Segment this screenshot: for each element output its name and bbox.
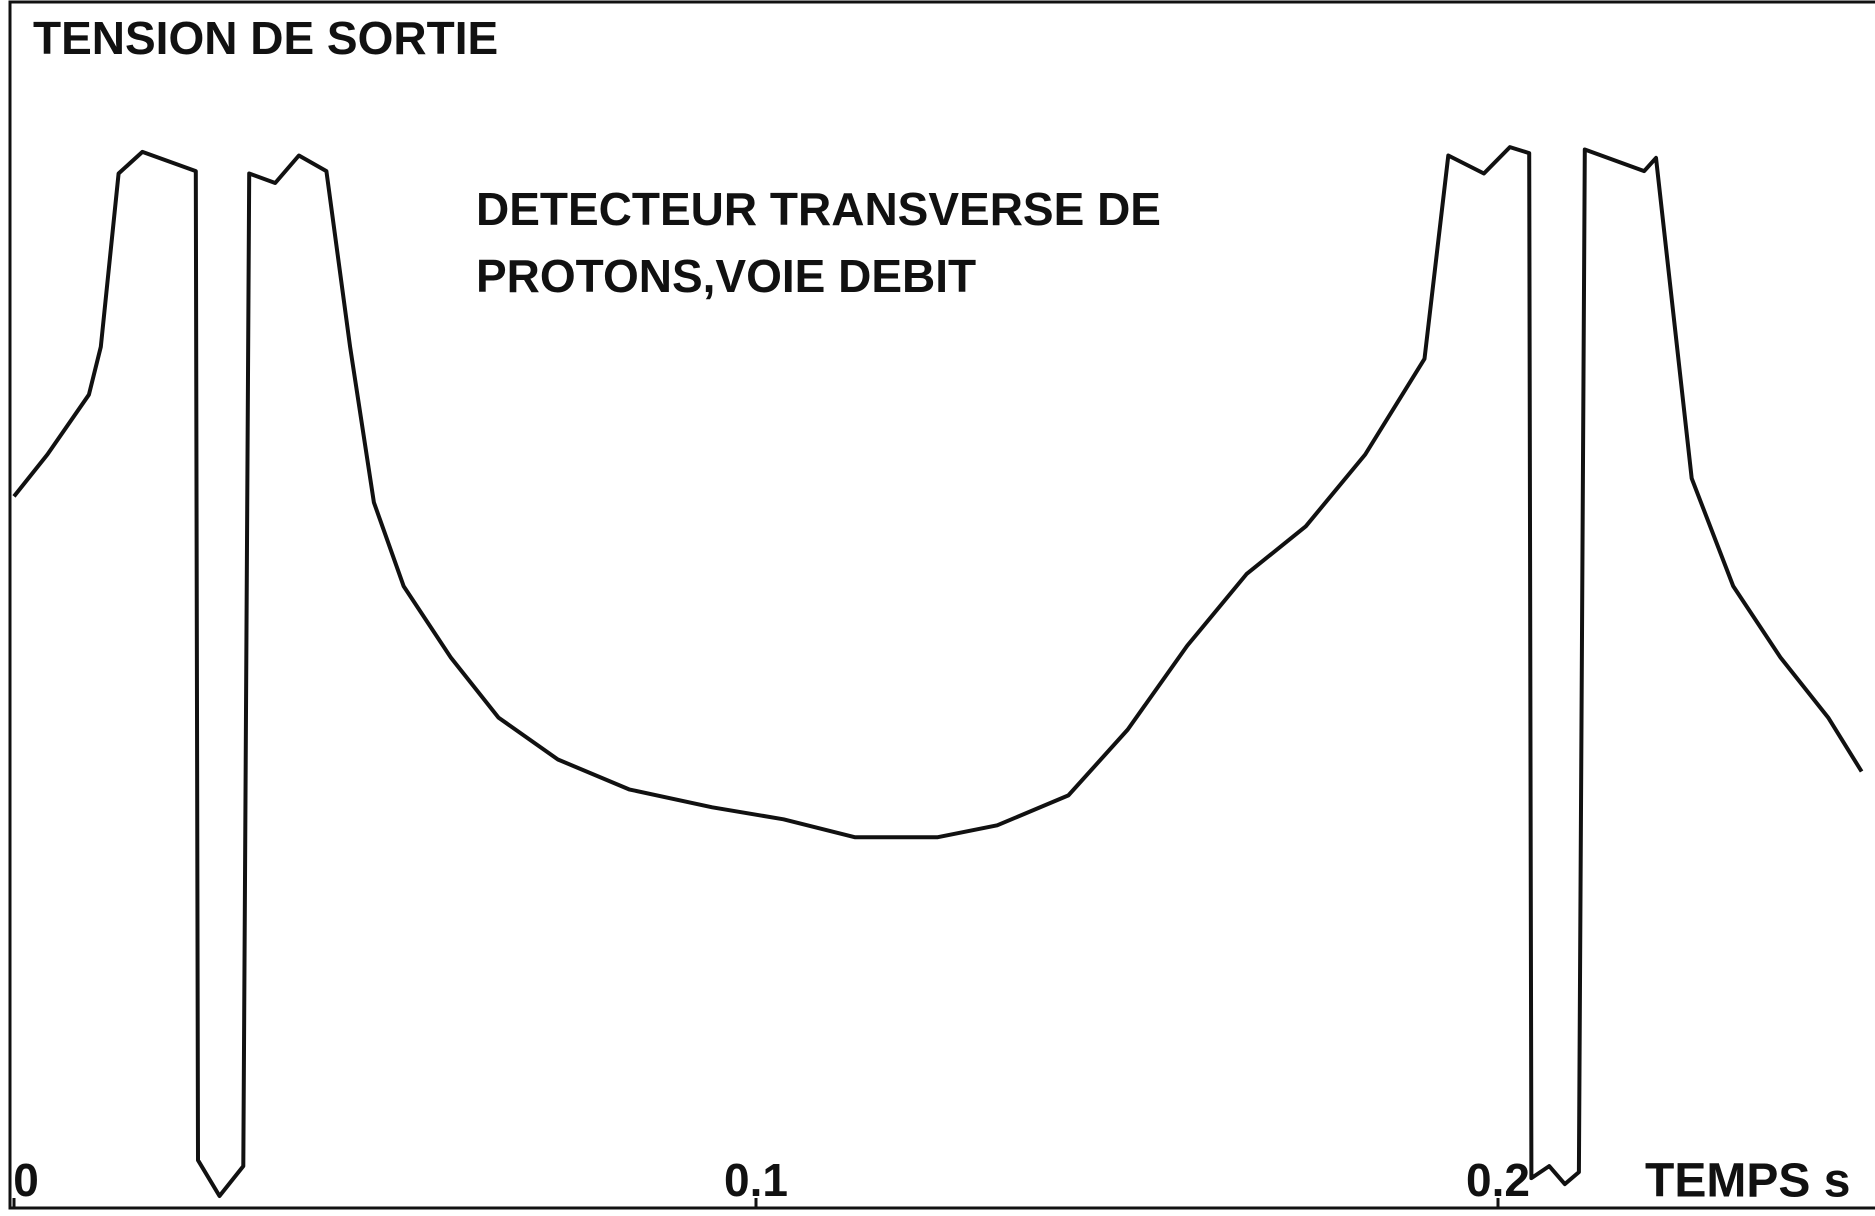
- annotation: DETECTEUR TRANSVERSE DE: [476, 183, 1161, 235]
- trace-line: [12, 145, 1864, 1198]
- y-axis-label: TENSION DE SORTIE: [33, 12, 498, 64]
- x-axis-label: TEMPS s: [1645, 1155, 1850, 1208]
- x-tick-label: 0: [13, 1154, 39, 1206]
- annotation: PROTONS,VOIE DEBIT: [476, 250, 976, 302]
- x-tick-label: 0.1: [724, 1154, 788, 1206]
- x-tick-label: 0.2: [1466, 1154, 1530, 1206]
- frame: [8, 0, 1875, 1210]
